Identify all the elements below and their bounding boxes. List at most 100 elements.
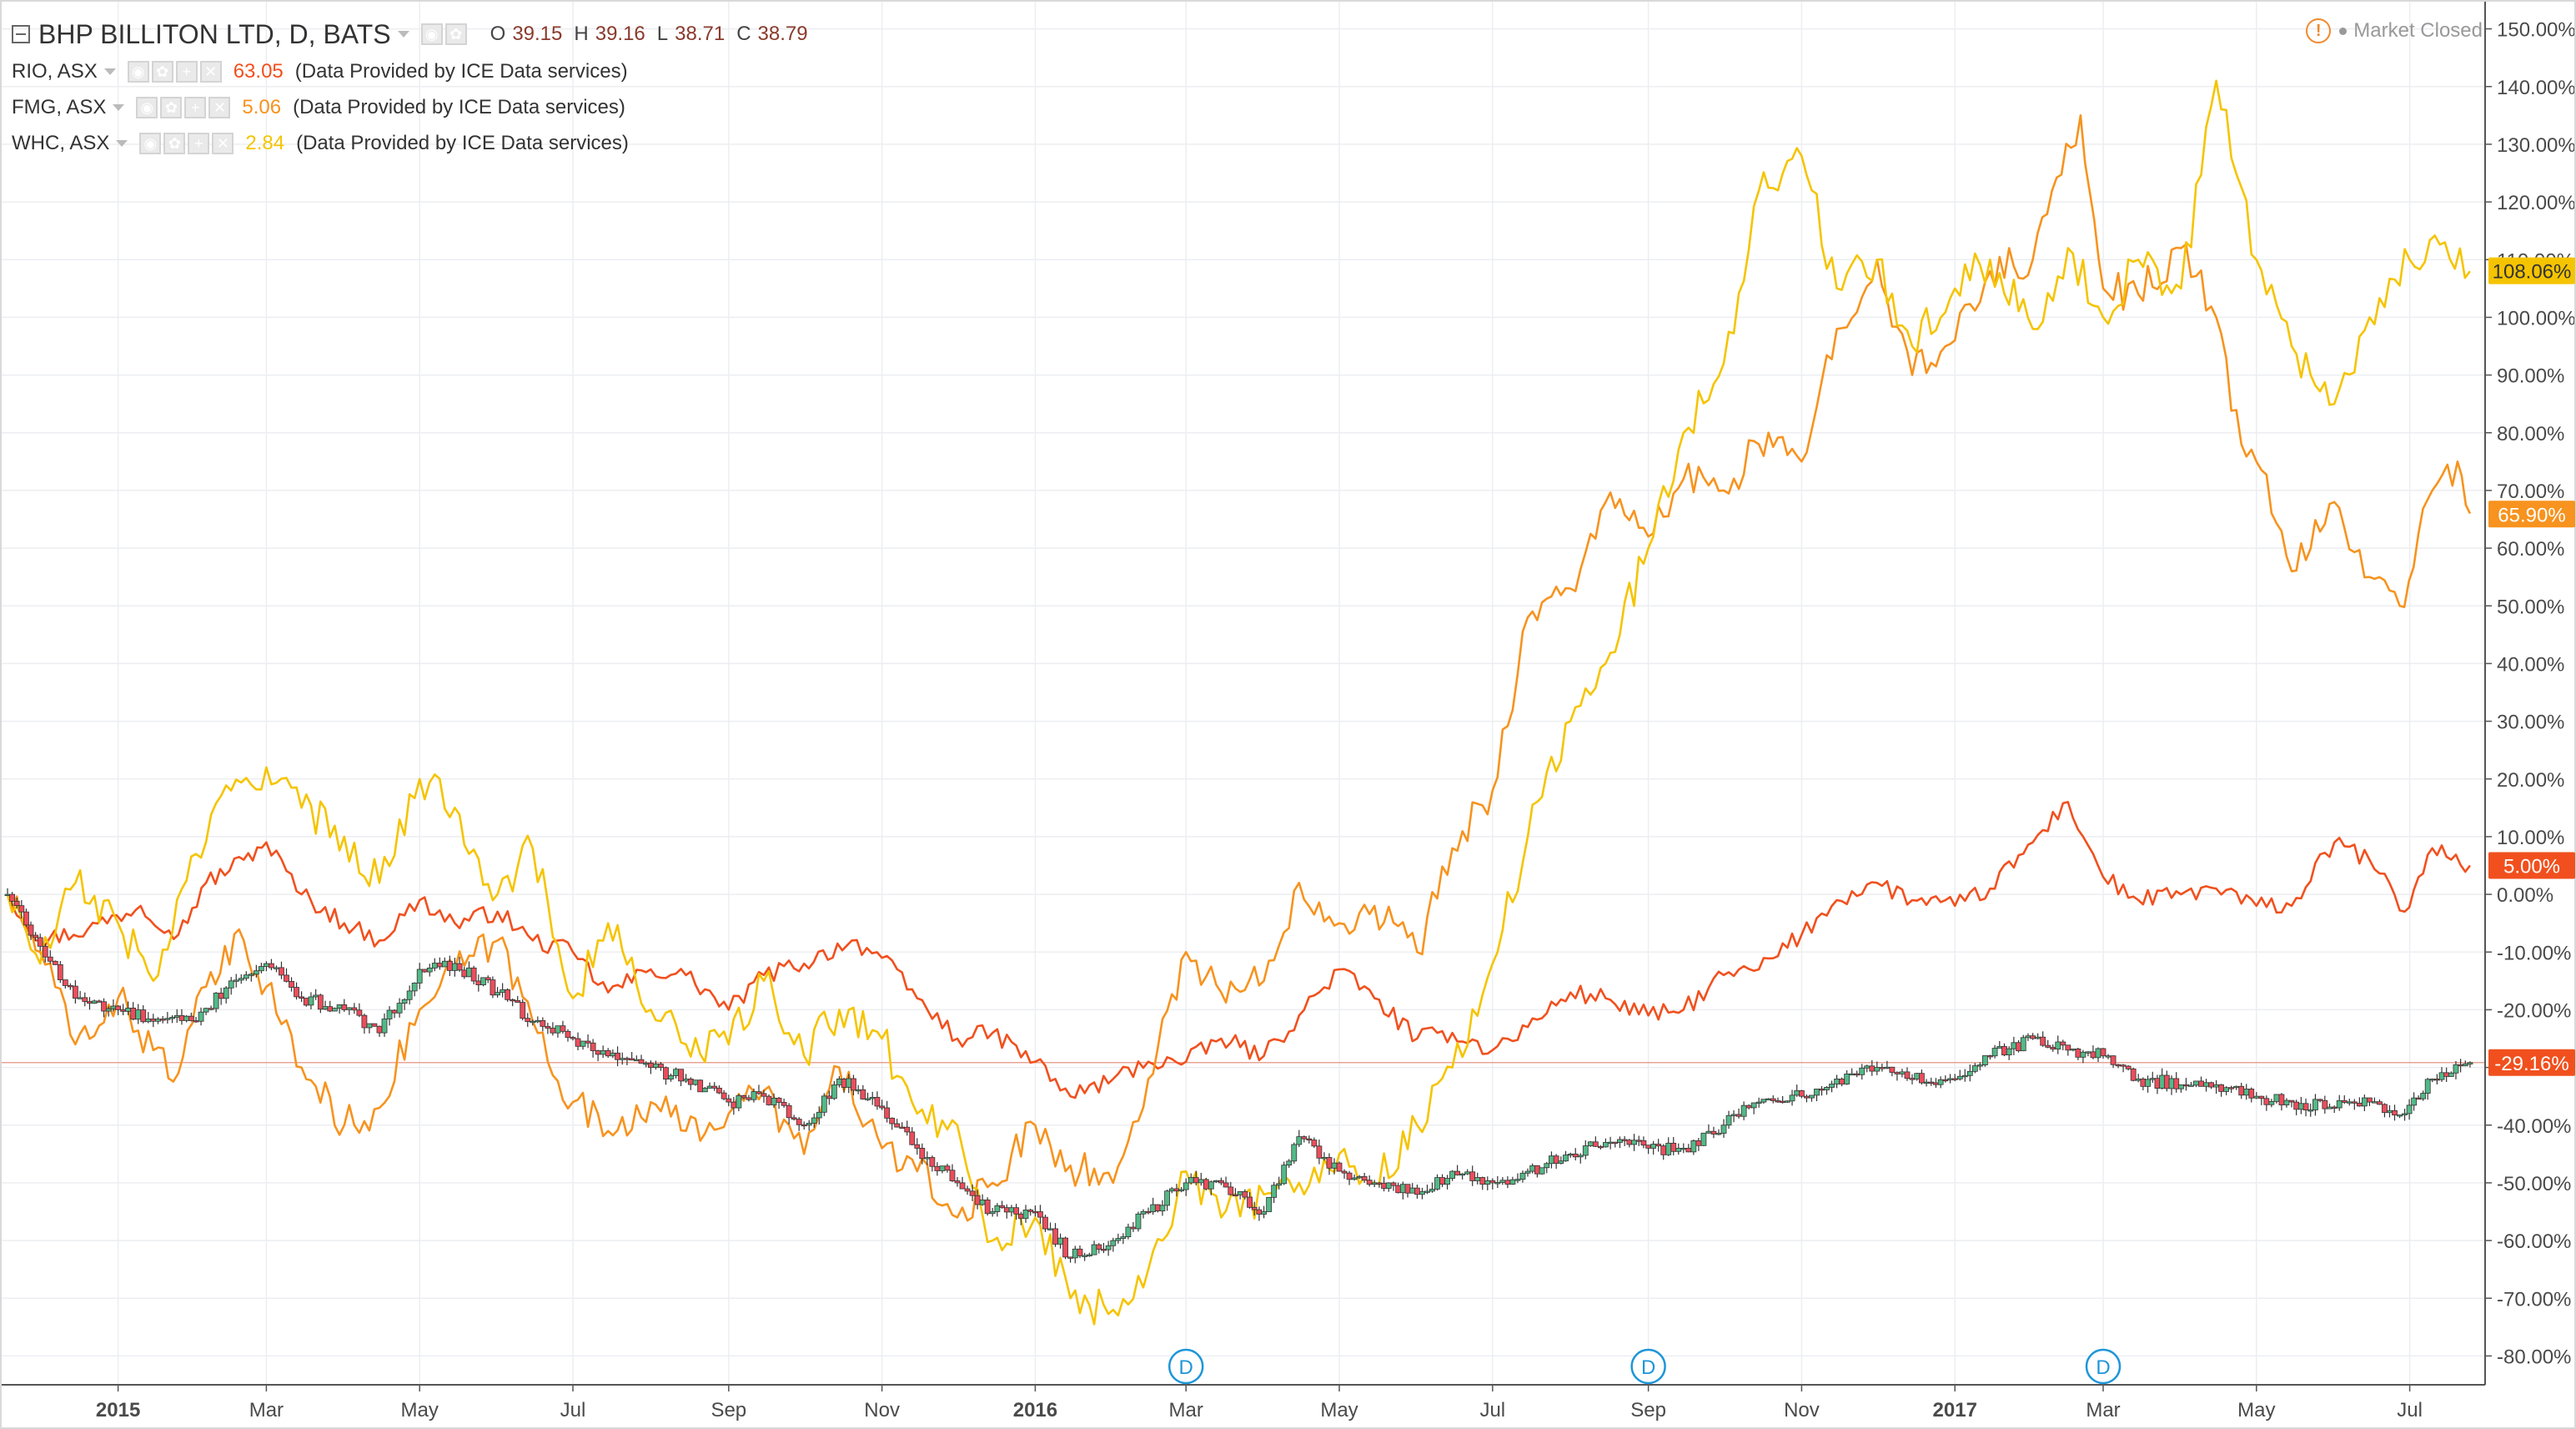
candle-body — [2228, 1087, 2235, 1089]
candle-body — [1414, 1187, 1420, 1195]
chevron-down-icon[interactable] — [113, 103, 125, 111]
candle-body — [1105, 1245, 1112, 1250]
y-tick-label: 20.00% — [2497, 769, 2564, 792]
candle-body — [1434, 1177, 1440, 1190]
plus-icon[interactable]: + — [175, 60, 198, 83]
candle-body — [1869, 1065, 1876, 1072]
eye-icon[interactable]: ◉ — [136, 96, 158, 118]
warning-icon[interactable]: ! — [2306, 18, 2332, 43]
candle-body — [1829, 1084, 1835, 1088]
candle-body — [2070, 1049, 2076, 1051]
candle-body — [1052, 1228, 1058, 1245]
compare-symbol-row[interactable]: RIO, ASX ◉ ✿ + ✕ 63.05 (Data Provided by ICE D… — [12, 53, 808, 89]
candle-body — [1395, 1185, 1402, 1194]
y-tick-label: 150.00% — [2497, 19, 2576, 42]
chevron-down-icon[interactable] — [103, 68, 116, 75]
plus-icon[interactable]: + — [188, 132, 210, 154]
candle-body — [33, 934, 39, 938]
candle-body — [495, 992, 501, 996]
candle-body — [1799, 1090, 1805, 1097]
candle-body — [1617, 1139, 1623, 1143]
candle-body — [2213, 1084, 2219, 1088]
chevron-down-icon[interactable] — [116, 139, 128, 147]
dividend-marker-label[interactable]: D — [1179, 1356, 1193, 1379]
series-line-rio — [6, 801, 2471, 1099]
chevron-down-icon[interactable] — [397, 31, 409, 38]
candle-body — [1854, 1073, 1860, 1076]
candle-body — [1582, 1145, 1589, 1156]
eye-icon[interactable]: ◉ — [420, 23, 443, 45]
candle-body — [37, 937, 43, 947]
candle-body — [421, 969, 428, 973]
dividend-marker-circle[interactable] — [1167, 1348, 1204, 1385]
candle-body — [2429, 1079, 2436, 1081]
gear-icon[interactable]: ✿ — [444, 23, 467, 45]
candle-body — [1765, 1098, 1771, 1101]
dividend-marker-label[interactable]: D — [2096, 1356, 2110, 1379]
plus-icon[interactable]: + — [184, 96, 207, 118]
candle-body — [746, 1097, 752, 1100]
gear-icon[interactable]: ✿ — [160, 96, 183, 118]
close-icon[interactable]: ✕ — [199, 60, 222, 83]
compare-symbol-name[interactable]: FMG, ASX — [12, 95, 107, 118]
market-status[interactable]: ! Market Closed — [2306, 18, 2483, 43]
compare-symbol-row[interactable]: WHC, ASX ◉ ✿ + ✕ 2.84 (Data Provided by ICE Da… — [12, 125, 808, 161]
candle-body — [1607, 1141, 1614, 1145]
eye-icon[interactable]: ◉ — [139, 132, 162, 154]
candle-body — [1966, 1070, 1973, 1076]
candle-body — [1879, 1067, 1886, 1069]
candle-body — [1223, 1182, 1229, 1188]
candle-body — [1874, 1067, 1881, 1072]
main-symbol-row[interactable]: BHP BILLITON LTD, D, BATS ◉ ✿ O 39.15 H … — [12, 15, 808, 53]
x-tick-label: Sep — [1630, 1399, 1666, 1421]
candle-body — [2268, 1100, 2275, 1105]
candle-body — [193, 1020, 199, 1023]
candle-body — [1839, 1079, 1845, 1084]
candle-body — [2183, 1084, 2189, 1087]
candle-body — [1655, 1144, 1662, 1147]
collapse-legend-icon[interactable] — [12, 25, 30, 43]
candle-body — [1429, 1189, 1435, 1192]
candle-body — [9, 893, 16, 902]
candle-body — [1794, 1090, 1800, 1096]
compare-symbol-name[interactable]: RIO, ASX — [12, 59, 98, 83]
dividend-marker-label[interactable]: D — [1641, 1356, 1655, 1379]
candle-body — [1276, 1183, 1283, 1186]
candle-body — [284, 974, 289, 982]
candle-body — [1266, 1196, 1273, 1212]
candle-body — [751, 1091, 757, 1100]
candle-body — [1784, 1100, 1790, 1103]
candle-body — [1750, 1102, 1757, 1109]
ohlc-open-value: 39.15 — [512, 23, 563, 45]
gear-icon[interactable]: ✿ — [163, 132, 186, 154]
last-value-label-text: 5.00% — [2503, 856, 2560, 878]
candle-body — [1612, 1141, 1619, 1145]
candle-body — [2011, 1042, 2017, 1049]
dividend-marker-circle[interactable] — [2085, 1348, 2122, 1385]
data-provider-note: (Data Provided by ICE Data services) — [293, 95, 625, 118]
close-icon[interactable]: ✕ — [208, 96, 231, 118]
candle-body — [776, 1097, 782, 1103]
dividend-marker-circle[interactable] — [1630, 1348, 1666, 1385]
eye-icon[interactable]: ◉ — [127, 60, 149, 83]
compare-symbol-row[interactable]: FMG, ASX ◉ ✿ + ✕ 5.06 (Data Provided by ICE Da… — [12, 89, 808, 125]
candle-body — [150, 1018, 157, 1022]
candle-body — [1804, 1095, 1810, 1099]
candle-body — [889, 1117, 896, 1125]
dividend-marker[interactable]: D — [1167, 1348, 1204, 1385]
market-status-text: Market Closed — [2353, 19, 2483, 42]
close-icon[interactable]: ✕ — [212, 132, 234, 154]
candle-body — [1981, 1055, 1988, 1066]
candle-body — [658, 1064, 664, 1069]
candle-body — [1626, 1140, 1633, 1145]
candle-body — [879, 1105, 886, 1109]
compare-symbol-name[interactable]: WHC, ASX — [12, 131, 110, 154]
dividend-marker[interactable]: D — [1630, 1348, 1666, 1385]
candle-body — [580, 1040, 586, 1047]
dividend-marker[interactable]: D — [2085, 1348, 2122, 1385]
main-symbol-title[interactable]: BHP BILLITON LTD, D, BATS — [38, 18, 391, 49]
candle-body — [366, 1023, 373, 1029]
gear-icon[interactable]: ✿ — [151, 60, 173, 83]
